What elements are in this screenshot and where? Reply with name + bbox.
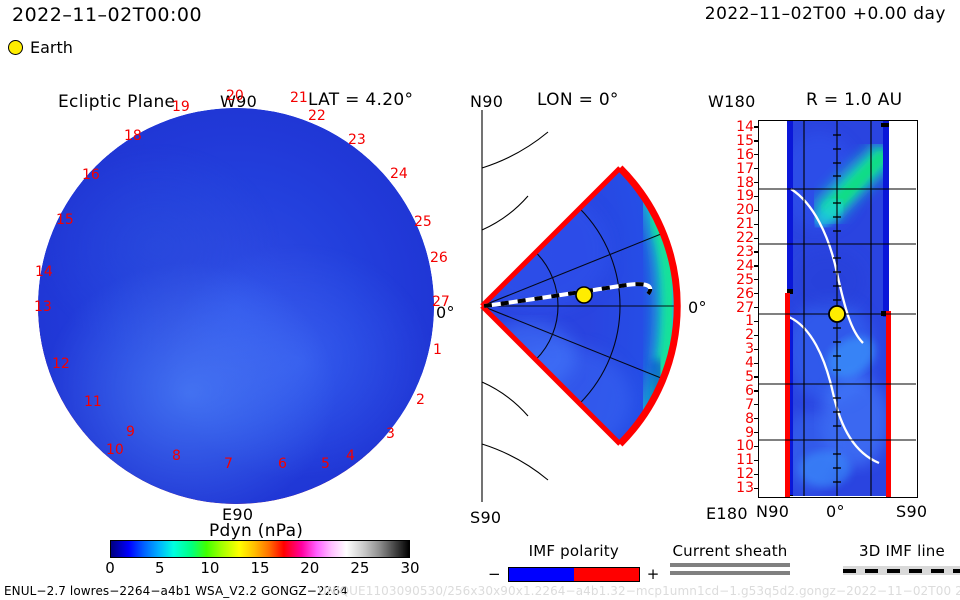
au-y-tick: 17 — [736, 160, 754, 177]
au-y-tick-mark — [754, 182, 759, 184]
au-y-tick-mark — [754, 445, 759, 448]
imf-minus-label: − — [488, 565, 501, 583]
au-y-tick-mark — [754, 237, 759, 239]
meridional-right-label: 0° — [688, 298, 707, 317]
imf-3d-line-legend: 3D IMF line — [843, 542, 960, 575]
timestamp-left: 2022–11–02T00:00 — [12, 4, 203, 26]
au-y-tick-mark — [754, 265, 759, 267]
imf-polarity-legend: IMF polarity − + — [488, 542, 660, 583]
imf-3d-line-swatch — [843, 566, 960, 575]
au-y-tick: 6 — [745, 382, 754, 399]
au-y-tick: 3 — [745, 341, 754, 358]
au-y-tick-mark — [754, 126, 759, 128]
meridional-plot[interactable] — [470, 110, 690, 502]
ecliptic-panel-title: Ecliptic Plane — [58, 92, 176, 112]
au-y-tick: 22 — [736, 230, 754, 247]
current-sheath-swatch-bottom — [670, 571, 790, 575]
au-y-tick: 13 — [736, 480, 754, 497]
colorbar-tick-labels: 0 5 10 15 20 25 30 — [105, 559, 420, 577]
au-y-tick-mark — [754, 168, 759, 170]
au-y-tick: 5 — [745, 368, 754, 385]
au-panel-title: R = 1.0 AU — [806, 90, 903, 110]
au-y-tick: 23 — [736, 243, 754, 260]
au-y-tick: 26 — [736, 285, 754, 302]
ecliptic-lat-label: LAT = 4.20° — [308, 90, 414, 110]
au-y-tick-mark — [754, 432, 759, 434]
au-y-tick-mark — [754, 195, 759, 198]
meridional-south-label: S90 — [470, 508, 502, 527]
au-y-tick: 27 — [736, 299, 754, 316]
au-y-tick: 9 — [745, 424, 754, 441]
au-y-tick: 14 — [736, 118, 754, 135]
au-y-tick: 7 — [745, 396, 754, 413]
ecliptic-quantity-label: Pdyn (nPa) — [209, 521, 304, 541]
au-y-tick: 19 — [736, 188, 754, 205]
earth-marker-icon — [575, 286, 593, 304]
au-y-tick: 12 — [736, 466, 754, 483]
au-y-tick-mark — [754, 279, 759, 281]
earth-legend-label: Earth — [30, 38, 73, 57]
au-y-tick-mark — [754, 307, 759, 309]
au-y-tick-mark — [754, 334, 759, 336]
au-top-label: W180 — [708, 92, 756, 111]
ecliptic-top-label: W90 — [220, 92, 258, 111]
earth-marker-icon — [828, 305, 846, 323]
meridional-north-label: N90 — [470, 92, 504, 111]
meridional-heatmap — [480, 110, 681, 502]
au-y-tick-mark — [754, 459, 759, 461]
au-y-tick-mark — [754, 209, 759, 211]
earth-marker-icon — [8, 40, 23, 55]
imf-polarity-bar — [507, 566, 640, 582]
au-y-tick-mark — [754, 320, 759, 323]
au-y-tick-mark — [754, 362, 759, 364]
au-y-tick: 18 — [736, 174, 754, 191]
au-y-tick-mark — [754, 251, 759, 253]
colorbar-gradient — [110, 540, 410, 558]
au-y-tick-mark — [754, 487, 759, 489]
au-y-tick-mark — [754, 390, 759, 392]
current-sheath-swatch-top — [670, 563, 790, 567]
colorbar: 0 5 10 15 20 25 30 — [105, 540, 420, 578]
footer-run-id: UNIQUE1103090530/256x30x90x1.2264−a4b1.3… — [318, 584, 960, 598]
au-y-tick-mark — [754, 140, 759, 142]
ecliptic-plane-plot[interactable]: 20 21 19 22 18 23 16 24 15 25 14 26 13 2… — [34, 88, 450, 504]
au-y-tick: 1 — [745, 313, 754, 330]
au-y-tick: 24 — [736, 257, 754, 274]
imf-3d-line — [483, 282, 653, 308]
imf-plus-label: + — [646, 565, 660, 583]
au-y-tick: 16 — [736, 146, 754, 163]
au-y-tick-mark — [754, 154, 759, 156]
au-y-tick: 8 — [745, 410, 754, 427]
au-y-tick: 21 — [736, 216, 754, 233]
au-map-plot[interactable]: 14 15 16 17 18 19 20 21 22 23 24 25 26 27 1 2 3 4 5 6 7 8 9 10 1… — [736, 119, 927, 521]
ecliptic-right-label: 0° — [436, 303, 455, 322]
au-bottom-label: E180 — [706, 504, 748, 523]
au-y-tick: 11 — [736, 452, 754, 469]
imf-3d-line-title: 3D IMF line — [859, 542, 945, 560]
au-y-tick: 10 — [736, 438, 754, 455]
au-heatmap — [758, 120, 918, 498]
current-sheath-title: Current sheath — [672, 542, 788, 560]
au-y-tick: 15 — [736, 132, 754, 149]
earth-legend: Earth — [8, 38, 73, 57]
au-map-field — [759, 121, 916, 497]
au-y-tick-mark — [754, 223, 759, 225]
ecliptic-heatmap — [38, 108, 434, 504]
ecliptic-bottom-label: E90 — [222, 505, 254, 524]
current-sheath-legend: Current sheath — [670, 542, 790, 575]
au-y-tick-mark — [754, 293, 759, 295]
au-y-tick: 20 — [736, 202, 754, 219]
au-y-tick-mark — [754, 418, 759, 420]
au-y-tick-mark — [754, 348, 759, 350]
au-y-tick-mark — [754, 404, 759, 406]
au-y-tick: 2 — [745, 327, 754, 344]
au-y-tick: 4 — [745, 355, 754, 372]
au-y-tick-mark — [754, 376, 759, 378]
meridional-panel-title: LON = 0° — [537, 90, 619, 110]
au-y-tick-mark — [754, 473, 759, 475]
au-y-tick: 25 — [736, 271, 754, 288]
footer-model-info: ENUL−2.7 lowres−2264−a4b1 WSA_V2.2 GONGZ… — [4, 584, 348, 598]
timestamp-right: 2022–11–02T00 +0.00 day — [704, 4, 946, 24]
imf-polarity-title: IMF polarity — [528, 542, 619, 560]
